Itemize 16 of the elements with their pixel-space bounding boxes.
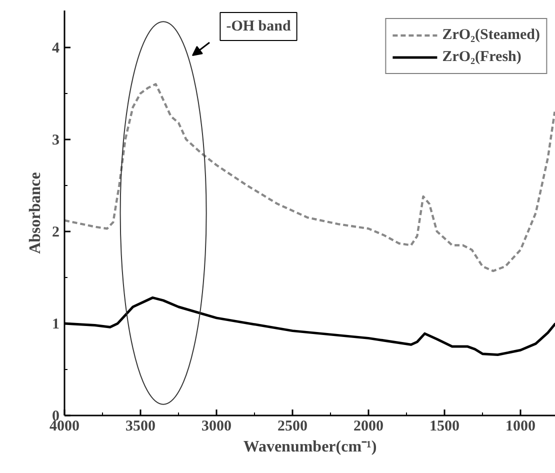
line-series <box>64 83 555 272</box>
x-tick-label: 3000 <box>202 418 232 434</box>
x-tick-label: 2500 <box>278 418 308 434</box>
x-tick-label: 1500 <box>430 418 460 434</box>
legend-label: ZrO₂(Fresh) <box>442 48 522 66</box>
y-tick-label: 3 <box>52 132 60 148</box>
y-tick-label: 2 <box>52 224 60 240</box>
y-axis-title: Absorbance <box>27 172 44 254</box>
x-tick-label: 2000 <box>354 418 384 434</box>
legend-label: ZrO₂(Steamed) <box>442 26 540 44</box>
annotation: -OH band <box>226 18 292 34</box>
y-tick-label: 1 <box>52 316 60 332</box>
x-axis-title: Wavenumber(cm⁻¹) <box>243 438 377 456</box>
x-tick-label: 3500 <box>126 418 156 434</box>
x-tick-label: 1000 <box>506 418 536 434</box>
y-tick-label: 4 <box>52 40 60 56</box>
